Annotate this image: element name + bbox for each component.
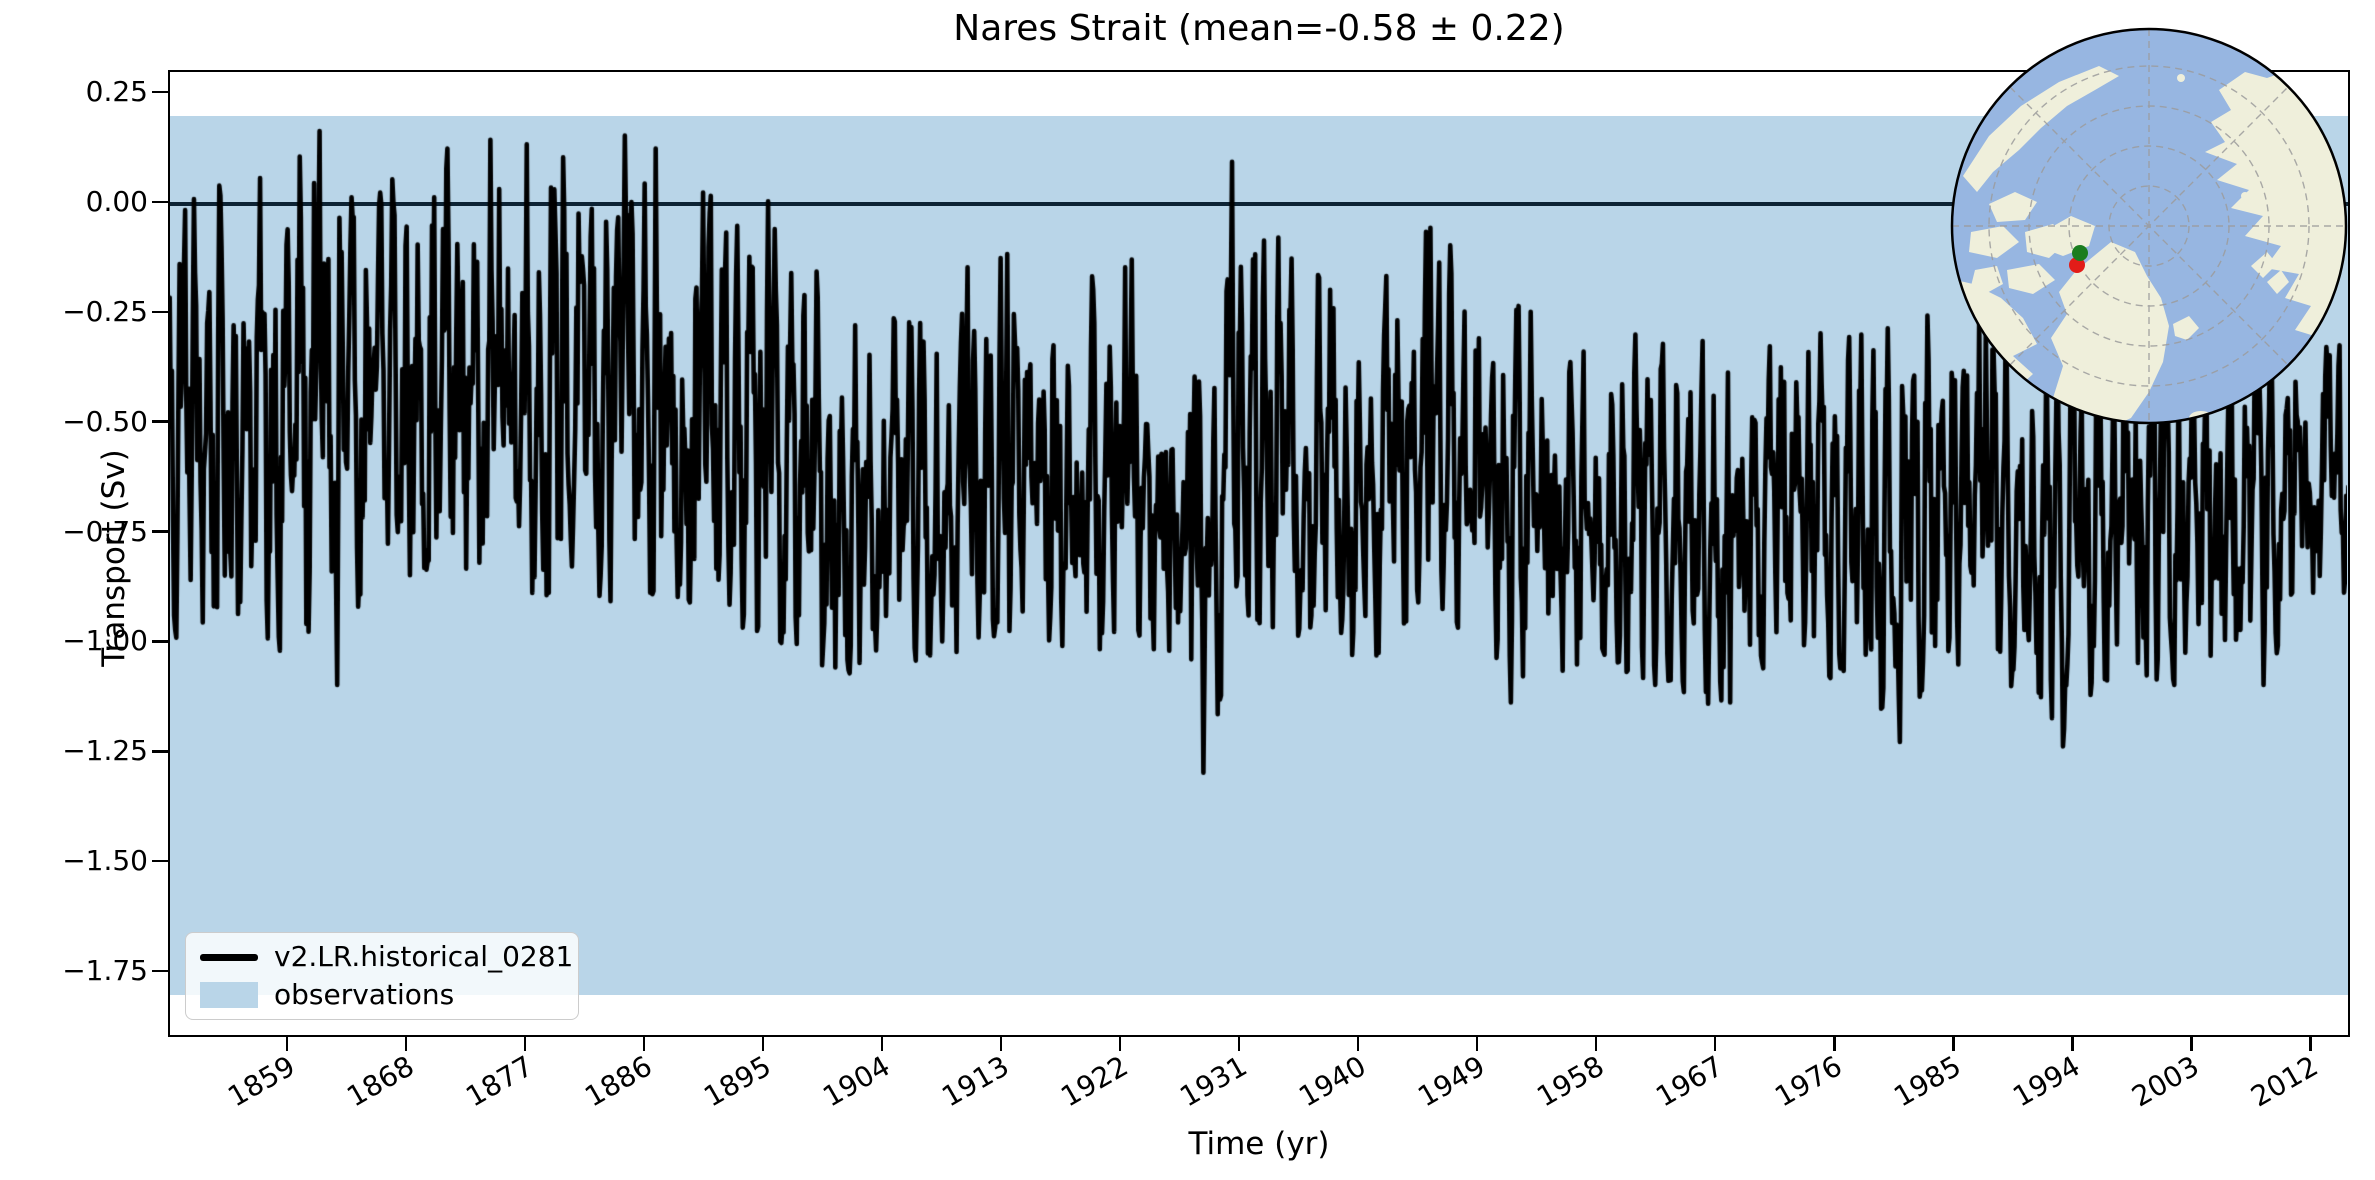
x-tick-mark [999,1037,1003,1051]
legend-item-observations: observations [200,975,454,1015]
land-novaya-zemlya-2 [2267,270,2289,294]
land-arctic-island-1 [1989,192,2037,222]
x-tick-mark [642,1037,646,1051]
y-tick-mark [152,310,168,313]
x-tick-mark [1952,1037,1955,1051]
x-tick-mark [761,1037,765,1051]
x-tick-mark [2190,1037,2193,1051]
y-tick-label: −1.25 [62,734,148,768]
land-severnaya-1 [2241,192,2249,200]
observations-patch-swatch [200,982,258,1008]
x-tick-mark [1833,1037,1836,1051]
x-tick-mark [2309,1037,2312,1051]
y-tick-mark [152,200,168,204]
strait-marker-red-dot [2069,257,2085,273]
arctic-inset-map [1950,27,2348,425]
map-graticule [1952,29,2346,423]
y-tick-mark [152,969,168,973]
x-tick-mark [285,1037,289,1051]
land-svalbard-islet [2157,324,2165,332]
land-greenland [2051,242,2169,423]
y-tick-label: 0.25 [85,74,148,108]
x-tick-mark [1118,1037,1122,1051]
y-tick-label: −1.00 [62,624,148,658]
y-tick-label: −0.25 [62,294,148,328]
x-tick-mark [1237,1037,1241,1051]
land-alaska [1963,66,2119,192]
x-tick-mark [404,1037,408,1051]
y-tick-mark [152,90,168,94]
strait-marker-green-dot [2072,245,2088,261]
x-tick-mark [1594,1037,1598,1051]
y-tick-mark [152,420,168,423]
land-novaya-zemlya-1 [2251,252,2277,278]
model-line-swatch [200,953,258,961]
x-tick-mark [2071,1037,2074,1051]
legend-label-observations: observations [274,978,455,1011]
x-tick-mark [523,1037,527,1051]
chart-title: Nares Strait (mean=-0.58 ± 0.22) [953,8,1565,49]
legend-item-model: v2.LR.historical_0281 [200,937,573,977]
y-tick-label: −1.50 [62,844,148,878]
x-tick-mark [880,1037,884,1051]
y-tick-mark [152,640,168,643]
y-tick-label: −0.75 [62,514,148,548]
land-svalbard [2173,316,2199,340]
legend: v2.LR.historical_0281 observations [185,932,579,1020]
x-axis-label: Time (yr) [1188,1126,1330,1162]
legend-label-model: v2.LR.historical_0281 [274,940,574,973]
land-severnaya-2 [2251,180,2259,188]
y-axis-label: Transport (Sv) [96,449,132,667]
y-tick-label: −0.50 [62,404,148,438]
land-wrangel [2177,74,2185,82]
y-tick-label: 0.00 [85,184,148,218]
map-border-circle [1950,27,2348,425]
land-arctic-island-4 [2007,264,2055,294]
x-tick-mark [1475,1037,1479,1051]
y-tick-mark [152,530,168,533]
y-tick-mark [152,859,168,863]
y-tick-mark [152,750,168,753]
x-tick-mark [1356,1037,1360,1051]
land-arctic-island-2 [1969,226,2019,258]
y-tick-label: −1.75 [62,954,148,988]
x-tick-mark [1713,1037,1717,1051]
